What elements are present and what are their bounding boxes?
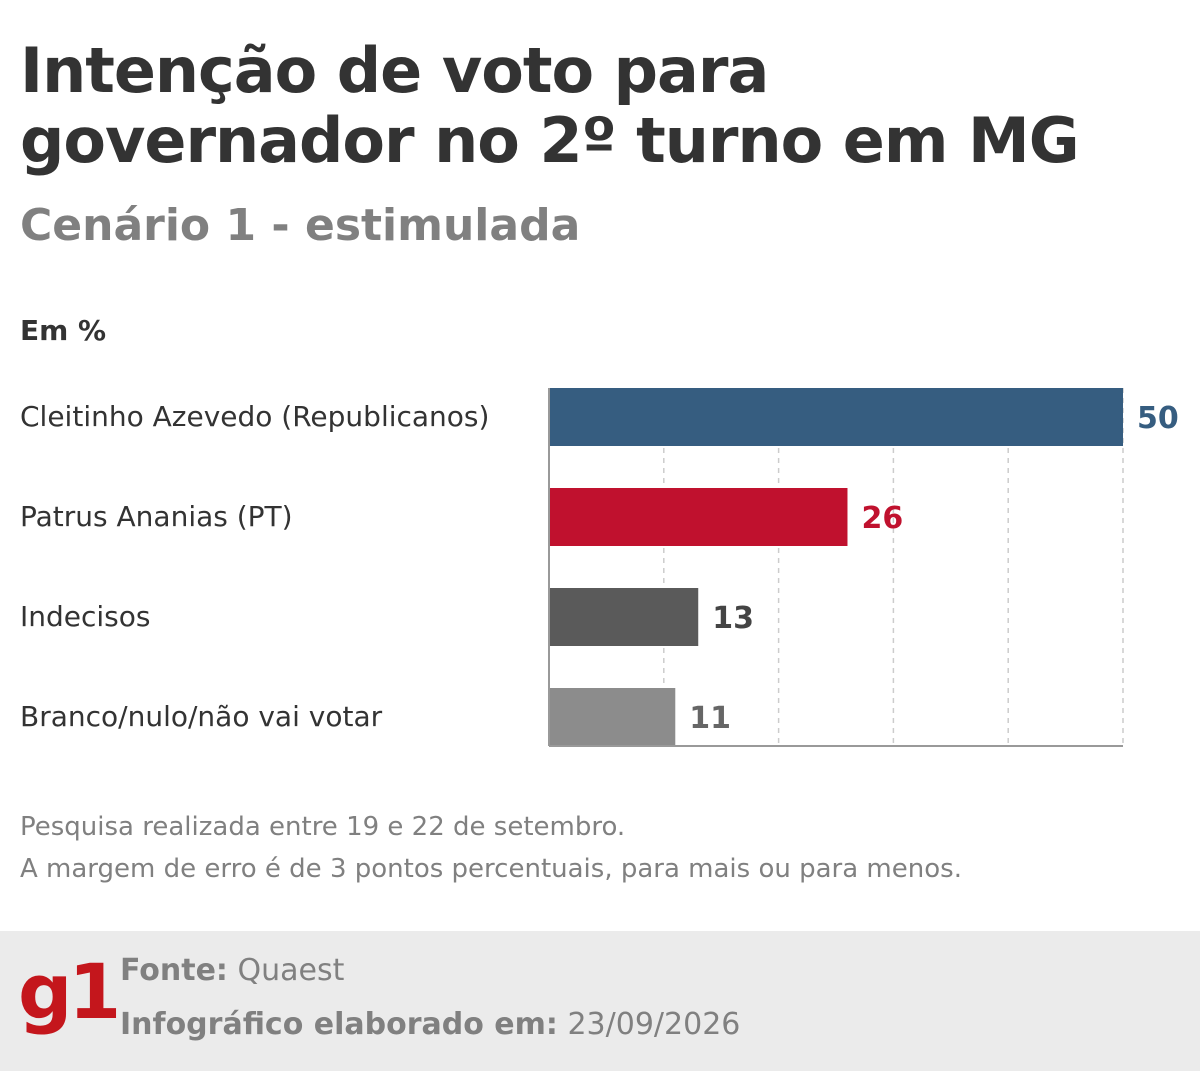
- note-line-2: A margem de erro é de 3 pontos percentua…: [20, 854, 962, 884]
- data-label: 11: [689, 701, 731, 736]
- unit-label: Em %: [20, 314, 107, 347]
- bar: [549, 388, 1123, 446]
- category-label: Patrus Ananias (PT): [20, 500, 293, 533]
- bar: [549, 488, 848, 546]
- source-value: Quaest: [237, 953, 345, 988]
- footer: g1 Fonte: Quaest Infográfico elaborado e…: [0, 931, 1200, 1071]
- bar: [549, 588, 699, 646]
- date-line: Infográfico elaborado em: 23/09/2026: [120, 1007, 740, 1042]
- date-label: Infográfico elaborado em:: [120, 1007, 558, 1042]
- category-label: Indecisos: [20, 600, 151, 633]
- chart-title: Intenção de voto para governador no 2º t…: [20, 36, 1190, 176]
- source-line: Fonte: Quaest: [120, 953, 344, 988]
- note-line-1: Pesquisa realizada entre 19 e 22 de sete…: [20, 812, 626, 842]
- g1-logo: g1: [18, 947, 121, 1036]
- data-label: 13: [712, 601, 754, 636]
- date-value: 23/09/2026: [567, 1007, 741, 1042]
- data-label: 26: [861, 501, 903, 536]
- source-label: Fonte:: [120, 953, 228, 988]
- data-label: 50: [1137, 401, 1179, 436]
- title-line-2: governador no 2º turno em MG: [20, 104, 1080, 177]
- category-label: Cleitinho Azevedo (Republicanos): [20, 400, 490, 433]
- chart-subtitle: Cenário 1 - estimulada: [20, 200, 581, 251]
- chart-notes: Pesquisa realizada entre 19 e 22 de sete…: [20, 806, 962, 890]
- category-label: Branco/nulo/não vai votar: [20, 700, 383, 733]
- bar: [549, 688, 676, 746]
- title-line-1: Intenção de voto para: [20, 34, 769, 107]
- bar-chart: 50 26 13 11: [548, 388, 1179, 747]
